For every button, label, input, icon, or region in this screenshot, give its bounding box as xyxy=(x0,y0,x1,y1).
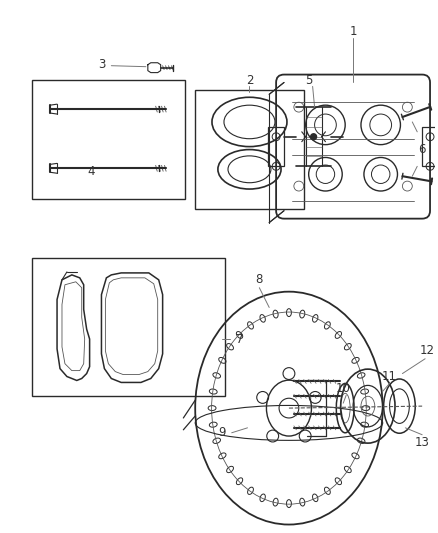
Text: 13: 13 xyxy=(415,436,430,449)
Text: 5: 5 xyxy=(305,74,312,87)
Bar xyxy=(195,91,304,209)
Bar xyxy=(268,127,284,166)
Text: 6: 6 xyxy=(418,143,426,156)
Text: 2: 2 xyxy=(246,74,253,87)
Text: 3: 3 xyxy=(98,58,105,71)
Text: 8: 8 xyxy=(256,273,263,286)
Bar xyxy=(32,258,225,396)
Bar xyxy=(422,127,438,166)
Circle shape xyxy=(311,134,317,140)
Text: 7: 7 xyxy=(236,333,244,345)
Text: 1: 1 xyxy=(350,25,357,38)
Text: 4: 4 xyxy=(88,165,95,178)
Text: 11: 11 xyxy=(382,370,397,383)
Bar xyxy=(32,80,185,199)
Text: 12: 12 xyxy=(420,344,434,357)
Text: 10: 10 xyxy=(336,382,351,395)
Text: 9: 9 xyxy=(218,426,226,439)
